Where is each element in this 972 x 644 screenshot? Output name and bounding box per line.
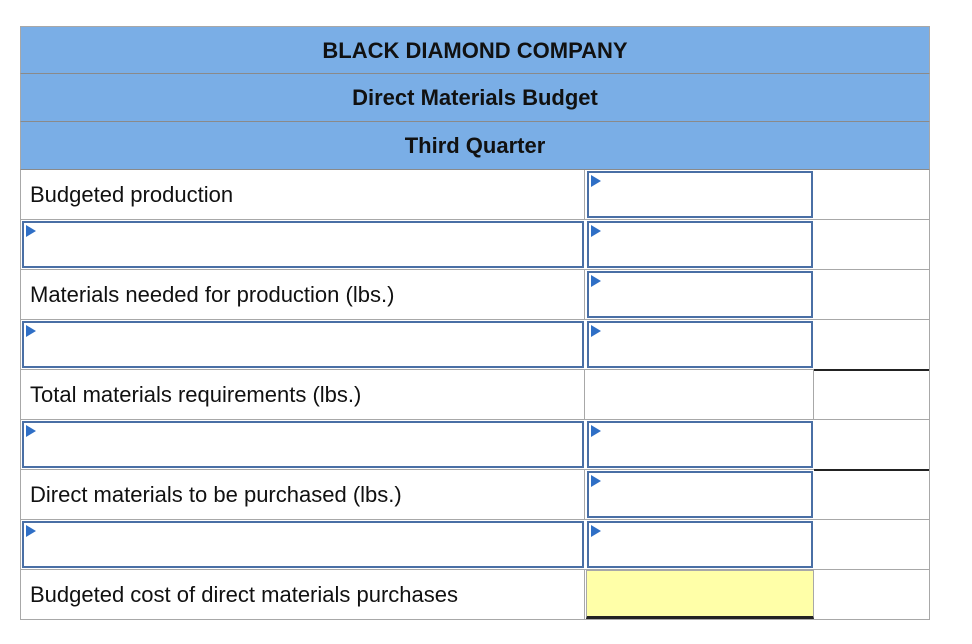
empty-cell bbox=[814, 520, 929, 569]
table-row bbox=[20, 420, 930, 471]
row-label-select-7[interactable] bbox=[22, 521, 584, 568]
table-row bbox=[20, 320, 930, 371]
materials-needed-amount-input[interactable] bbox=[587, 271, 813, 318]
row-label-materials-to-purchase: Direct materials to be purchased (lbs.) bbox=[21, 470, 585, 519]
table-row: Total materials requirements (lbs.) bbox=[20, 370, 930, 420]
dropdown-marker-icon bbox=[26, 325, 36, 337]
row-label-budgeted-cost: Budgeted cost of direct materials purcha… bbox=[21, 570, 585, 619]
materials-to-purchase-amount-input[interactable] bbox=[587, 471, 813, 518]
row-label-select-3[interactable] bbox=[22, 321, 584, 368]
row-1-amount-input[interactable] bbox=[587, 221, 813, 268]
row-7-amount-input[interactable] bbox=[587, 521, 813, 568]
row-label-select-1[interactable] bbox=[22, 221, 584, 268]
table-row bbox=[20, 520, 930, 570]
empty-cell bbox=[814, 420, 929, 471]
empty-cell bbox=[814, 320, 929, 371]
table-row: Budgeted cost of direct materials purcha… bbox=[20, 570, 930, 620]
dropdown-marker-icon bbox=[26, 225, 36, 237]
row-5-amount-input[interactable] bbox=[587, 421, 813, 468]
table-row: Direct materials to be purchased (lbs.) bbox=[20, 470, 930, 520]
dropdown-marker-icon bbox=[591, 225, 601, 237]
dropdown-marker-icon bbox=[591, 175, 601, 187]
row-label-total-materials: Total materials requirements (lbs.) bbox=[21, 370, 585, 419]
budget-title-header: Direct Materials Budget bbox=[20, 74, 930, 122]
budgeted-production-amount-input[interactable] bbox=[587, 171, 813, 218]
dropdown-marker-icon bbox=[591, 275, 601, 287]
direct-materials-budget-table: BLACK DIAMOND COMPANY Direct Materials B… bbox=[20, 26, 930, 620]
dropdown-marker-icon bbox=[26, 525, 36, 537]
dropdown-marker-icon bbox=[591, 425, 601, 437]
company-name-header: BLACK DIAMOND COMPANY bbox=[20, 26, 930, 74]
row-label-budgeted-production: Budgeted production bbox=[21, 170, 585, 219]
period-header: Third Quarter bbox=[20, 122, 930, 170]
table-row: Materials needed for production (lbs.) bbox=[20, 270, 930, 320]
empty-cell bbox=[814, 270, 929, 319]
dropdown-marker-icon bbox=[591, 475, 601, 487]
empty-cell bbox=[814, 570, 929, 619]
total-materials-amount bbox=[586, 370, 814, 419]
dropdown-marker-icon bbox=[26, 425, 36, 437]
dropdown-marker-icon bbox=[591, 525, 601, 537]
table-row bbox=[20, 220, 930, 270]
dropdown-marker-icon bbox=[591, 325, 601, 337]
table-row: Budgeted production bbox=[20, 170, 930, 220]
row-label-materials-needed: Materials needed for production (lbs.) bbox=[21, 270, 585, 319]
empty-cell bbox=[814, 220, 929, 269]
budgeted-cost-amount-input[interactable] bbox=[586, 570, 814, 619]
row-3-amount-input[interactable] bbox=[587, 321, 813, 368]
empty-cell bbox=[814, 470, 929, 519]
row-label-select-5[interactable] bbox=[22, 421, 584, 468]
empty-cell bbox=[814, 170, 929, 219]
empty-cell bbox=[814, 370, 929, 419]
